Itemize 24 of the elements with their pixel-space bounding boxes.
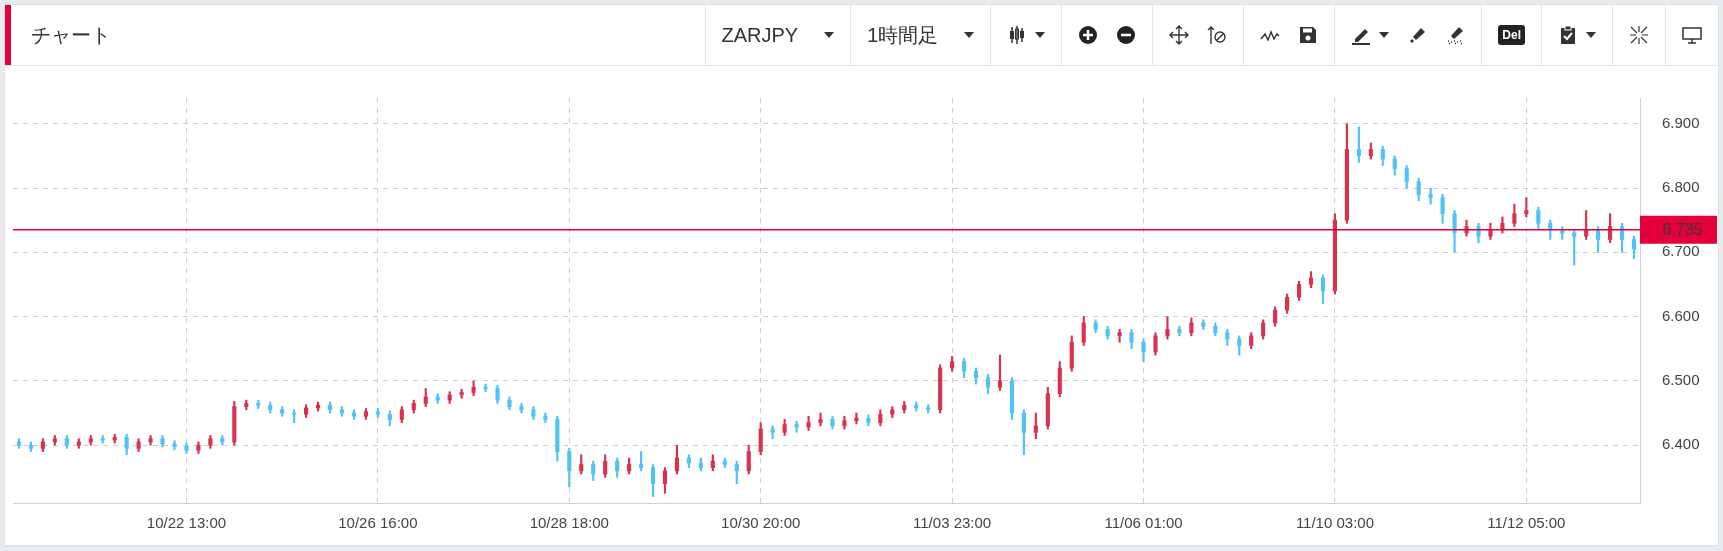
- y-tick-label: 6.900: [1662, 113, 1700, 131]
- y-tick-label: 6.500: [1662, 371, 1700, 388]
- delete-button: Del: [1498, 25, 1525, 45]
- x-tick-label: 10/28 18:00: [529, 514, 609, 532]
- x-tick-label: 10/26 16:00: [338, 514, 418, 532]
- candlestick: [172, 440, 177, 450]
- candlestick: [483, 383, 488, 393]
- text: ZARJPY: [721, 23, 799, 47]
- candlestick: [818, 412, 823, 427]
- y-tick-label: 6.400: [1662, 435, 1700, 453]
- y-tick-label: 6.700: [1662, 242, 1700, 260]
- text: 1時間足: [867, 22, 939, 48]
- x-tick-label: 10/22 13:00: [146, 514, 227, 532]
- candlestick: [1165, 316, 1170, 340]
- x-tick-label: 11/12 05:00: [1487, 514, 1566, 532]
- y-tick-label: 6.800: [1662, 178, 1700, 196]
- x-tick-label: 10/30 20:00: [721, 514, 801, 532]
- chart-title: チャート: [31, 22, 111, 48]
- x-tick-label: 11/03 23:00: [913, 514, 992, 532]
- x-tick-label: 11/10 03:00: [1295, 514, 1375, 532]
- candlestick: [806, 415, 811, 431]
- x-tick-label: 11/06 01:00: [1104, 514, 1183, 532]
- y-tick-label: 6.600: [1662, 306, 1700, 324]
- ref-line-label: 6.735: [1662, 221, 1703, 239]
